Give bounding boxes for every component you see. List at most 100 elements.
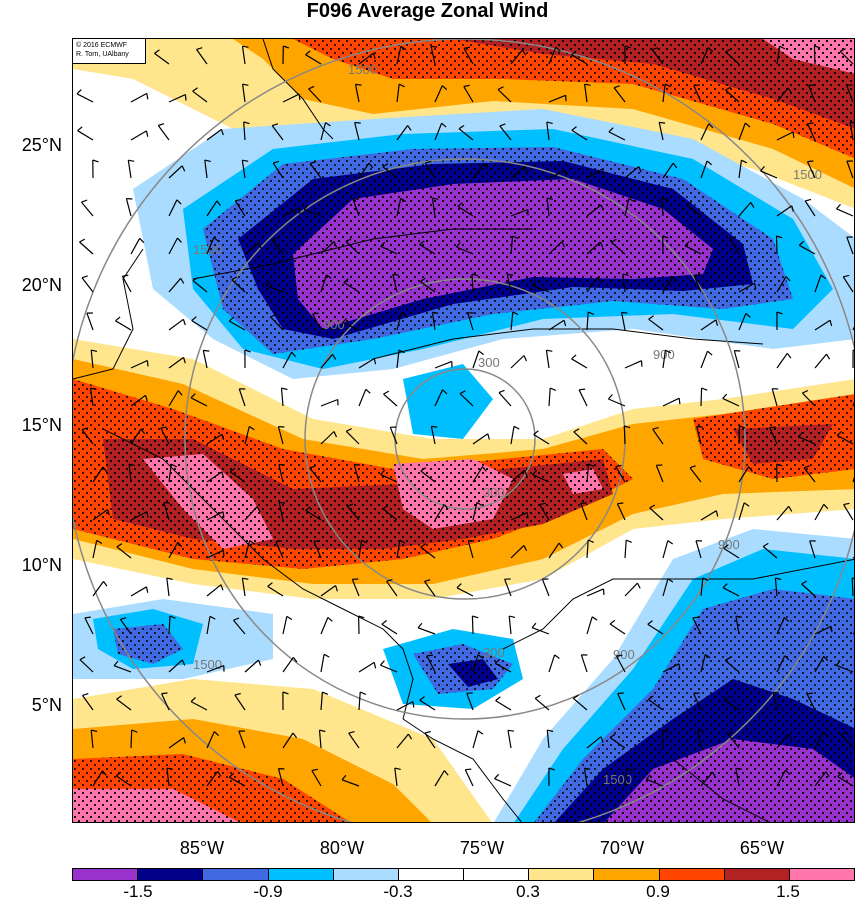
colorbar-label-15: 1.5 [758,882,818,902]
wind-barb-flag [638,583,641,588]
wind-barb-flag [80,239,85,242]
wind-barb [283,616,287,634]
wind-barb [625,361,642,368]
lat-label-15n: 15°N [0,415,62,436]
wind-barb-flag [328,617,333,621]
wind-barb [625,583,638,596]
colorbar-label-03: 0.3 [498,882,558,902]
wind-barb-flag [282,388,288,389]
wind-barb-flag [162,693,168,694]
wind-barb [608,399,625,406]
wind-barb [777,353,787,368]
wind-barb-flag [610,620,615,624]
wind-barb-flag [427,655,433,656]
wind-barb [131,587,147,596]
colorbar-swatch [73,869,138,880]
wind-barb [131,93,147,102]
wind-barb-flag [837,204,841,208]
ring-label: 1500 [603,772,632,787]
wind-barb-flag [147,587,148,593]
wind-barb-flag [831,626,832,632]
lon-label-85w: 85°W [162,838,242,859]
wind-barb-flag [147,93,148,99]
ring-label: 900 [613,647,635,662]
wind-barb-flag [827,354,830,359]
wind-barb-flag [524,356,527,362]
wind-barb-flag [82,200,88,202]
wind-barb [587,617,592,634]
colorbar-swatch [138,869,203,880]
colorbar [72,868,855,881]
wind-barb [499,393,511,406]
wind-barb [283,657,293,672]
wind-barb [116,321,132,330]
wind-barb-flag [508,730,514,731]
wind-barb-flag [380,661,384,666]
wind-barb [572,359,588,368]
wind-barb-flag [679,398,680,404]
lat-label-10n: 10°N [0,555,62,576]
wind-barb [131,238,140,254]
wind-barb-flag [773,692,779,693]
shade-center-cyan [403,364,493,439]
wind-barb [321,617,328,634]
wind-barb-flag [496,697,501,701]
lat-label-25n: 25°N [0,135,62,156]
wind-barb [131,730,132,748]
wind-barb [126,199,131,216]
wind-barb-flag [550,388,556,390]
wind-barb-flag [642,361,643,367]
wind-barb [131,131,147,140]
wind-barb-flag [104,581,108,586]
wind-barb [701,351,708,368]
ring-label: 1500 [193,242,222,257]
wind-barb-flag [608,395,612,400]
colorbar-label-neg15: -1.5 [108,882,168,902]
wind-barb-flag [723,394,727,398]
colorbar-swatch [334,869,399,880]
ring-label: 1500 [793,167,822,182]
colorbar-swatch [464,869,529,880]
wind-barb [549,655,555,672]
wind-barb [549,388,550,406]
wind-barb-flag [527,512,528,518]
wind-barb-flag [279,465,285,466]
wind-barb-flag [324,654,329,657]
wind-barb-flag [299,208,300,214]
wind-barb-flag [366,389,371,393]
ring-label: 900 [323,317,345,332]
wind-barb [359,389,366,406]
wind-barb-flag [83,694,89,696]
wind-barb-flag [85,617,91,618]
wind-barb-flag [355,123,361,124]
ring-label: 1500 [348,62,377,77]
wind-barb-flag [431,426,437,427]
wind-barb-flag [431,46,437,47]
wind-barb [82,202,94,216]
wind-barb-flag [592,617,597,621]
wind-barb-flag [382,621,387,625]
wind-barb-flag [478,731,483,734]
colorbar-swatch [203,869,268,880]
wind-barb-flag [617,503,623,504]
wind-barb-flag [514,426,519,429]
wind-barb-flag [668,541,673,544]
wind-barb [359,662,374,672]
wind-barb [542,579,549,596]
wind-barb-flag [128,160,134,161]
lon-label-75w: 75°W [442,838,522,859]
wind-barb-flag [702,388,708,390]
wind-barb-flag [565,171,566,177]
wind-barb [852,578,853,596]
ring-label: 300 [483,645,505,660]
wind-barb-flag [425,732,431,734]
wind-barb-flag [579,389,585,390]
wind-barb-flag [276,541,282,542]
wind-barb-flag [279,502,285,503]
wind-barb [837,209,854,216]
wind-barb-flag [116,317,121,321]
wind-barb [587,589,604,596]
wind-barb-flag [509,616,515,617]
colorbar-swatch [790,869,854,880]
